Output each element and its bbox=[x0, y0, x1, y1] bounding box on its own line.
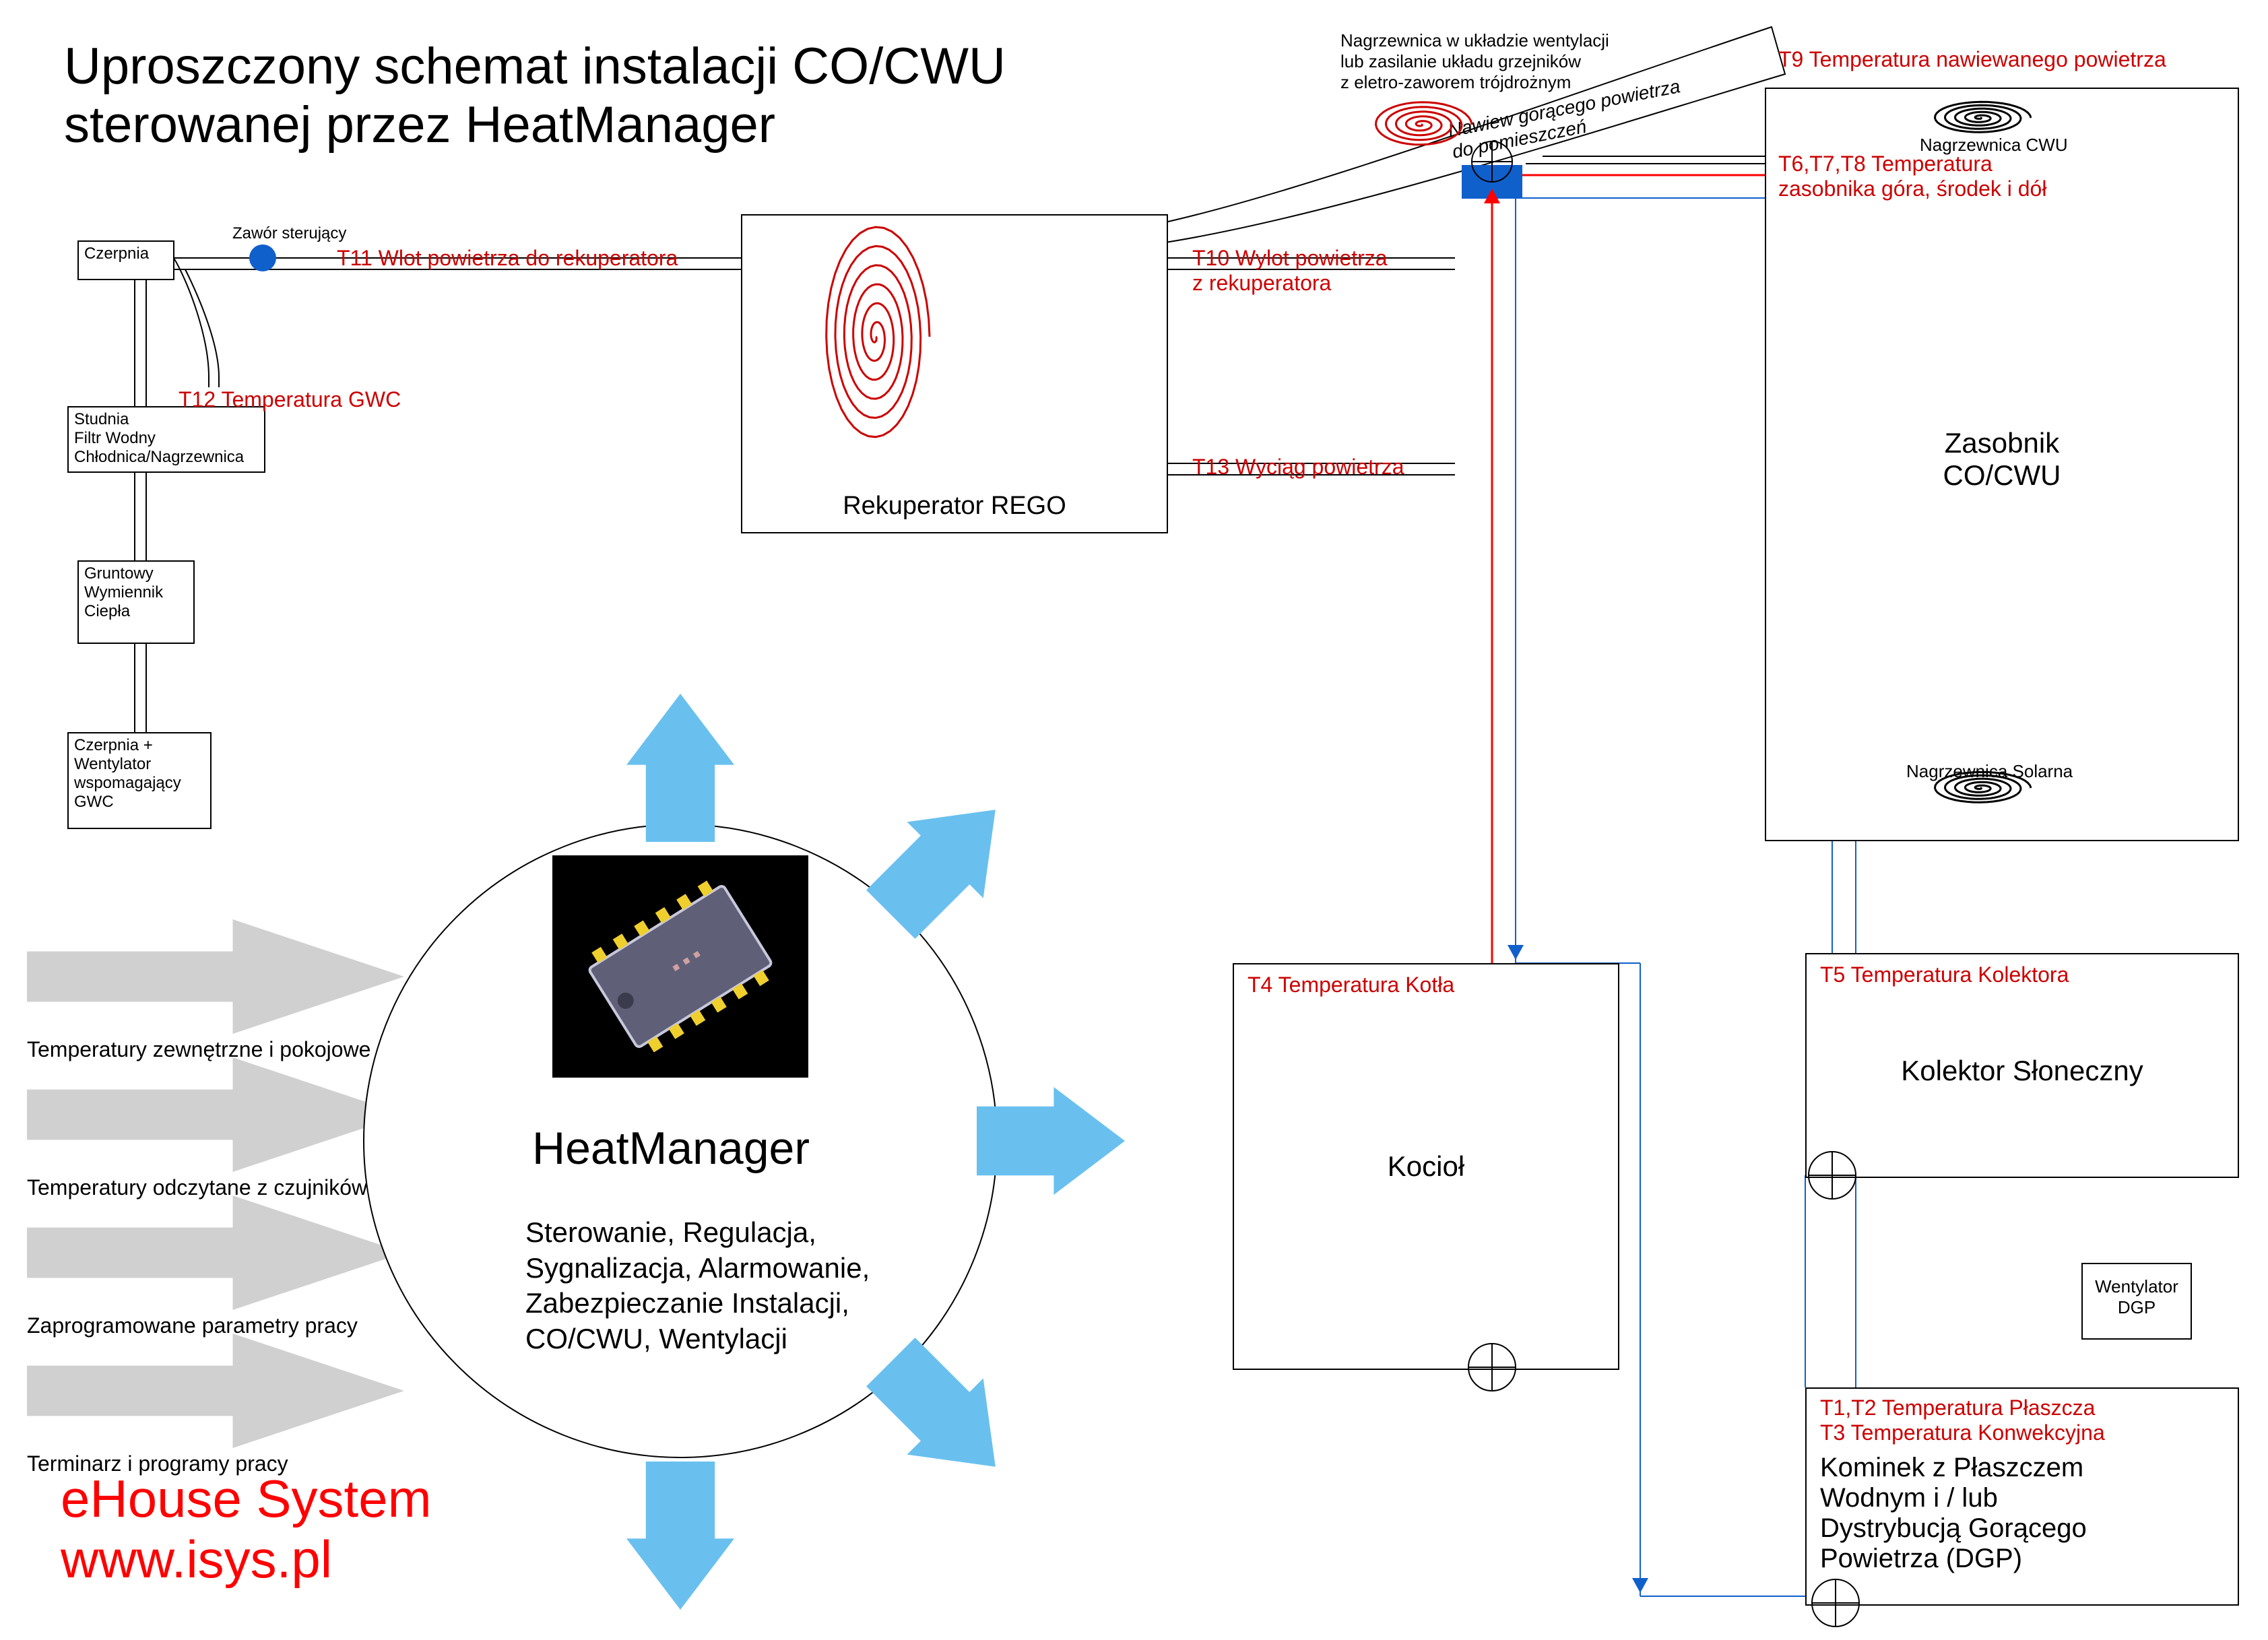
box-czerpnia2: Czerpnia + Wentylator wspomagający GWC bbox=[67, 732, 212, 829]
heatmanager-chip-icon bbox=[552, 855, 808, 1078]
label-zawor: Zawór sterujący bbox=[232, 224, 346, 243]
blue-arrow-4 bbox=[626, 1462, 734, 1610]
box-kolektor-sensor-label: T5 Temperatura Kolektora bbox=[1820, 962, 2069, 987]
box-czerpnia: Czerpnia bbox=[77, 240, 174, 280]
footer-line2: www.isys.pl bbox=[61, 1529, 332, 1590]
gray-arrow-label-3: Terminarz i programy pracy bbox=[27, 1451, 288, 1476]
box-kociol-sensor-label: T4 Temperatura Kotła bbox=[1248, 973, 1454, 997]
kolektor-label: Kolektor Słoneczny bbox=[1807, 1055, 2238, 1087]
box-kociol: T4 Temperatura Kotła Kocioł bbox=[1233, 963, 1619, 1370]
label-t678: T6,T7,T8 Temperatura zasobnika góra, śro… bbox=[1778, 152, 2046, 201]
blue-arrow-0 bbox=[626, 694, 734, 842]
box-kolektor: T5 Temperatura Kolektora Kolektor Słonecz… bbox=[1805, 953, 2239, 1178]
label-t13: T13 Wyciąg powietrza bbox=[1192, 455, 1404, 480]
box-kominek-sensor-label: T1,T2 Temperatura Płaszcza T3 Temperatur… bbox=[1820, 1396, 2105, 1445]
box-rekuperator: Rekuperator REGO bbox=[741, 214, 1168, 533]
kociol-label: Kocioł bbox=[1234, 1150, 1618, 1183]
heatmanager-description: Sterowanie, Regulacja, Sygnalizacja, Ala… bbox=[525, 1215, 870, 1356]
label-nagSol: Nagrzewnica Solarna bbox=[1906, 761, 2073, 782]
blue-arrow-2 bbox=[977, 1087, 1125, 1195]
label-nagH: Nagrzewnica w układzie wentylacji lub za… bbox=[1340, 30, 1609, 93]
rekuperator-label: Rekuperator REGO bbox=[742, 492, 1167, 521]
label-t9: T9 Temperatura nawiewanego powietrza bbox=[1778, 47, 2166, 72]
label-t12: T12 Temperatura GWC bbox=[179, 387, 401, 412]
box-kominek: T1,T2 Temperatura Płaszcza T3 Temperatur… bbox=[1805, 1387, 2239, 1606]
label-t10: T10 Wylot powietrza z rekuperatora bbox=[1192, 246, 1388, 296]
zasobnik-label: Zasobnik CO/CWU bbox=[1766, 427, 2238, 492]
box-gwc: Gruntowy Wymiennik Ciepła bbox=[77, 560, 195, 644]
label-t11: T11 Wlot powietrza do rekuperatora bbox=[337, 246, 678, 271]
diagram-title-line1: Uproszczony schemat instalacji CO/CWU bbox=[64, 37, 1006, 96]
kominek-label: Kominek z Płaszczem Wodnym i / lub Dystr… bbox=[1820, 1453, 2087, 1574]
box-wentDGP: Wentylator DGP bbox=[2081, 1263, 2192, 1340]
diagram-title-line2: sterowanej przez HeatManager bbox=[64, 96, 775, 154]
label-nagCWU: Nagrzewnica CWU bbox=[1920, 135, 2068, 156]
footer-line1: eHouse System bbox=[61, 1468, 432, 1530]
heatmanager-title: HeatManager bbox=[532, 1122, 810, 1175]
box-studnia: Studnia Filtr Wodny Chłodnica/Nagrzewnic… bbox=[67, 406, 265, 473]
